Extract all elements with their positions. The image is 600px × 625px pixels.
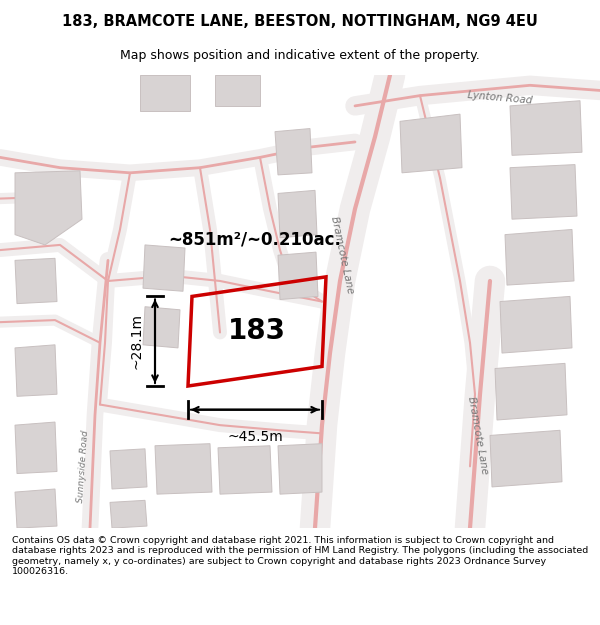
Text: ~851m²/~0.210ac.: ~851m²/~0.210ac. [169,231,341,249]
Polygon shape [15,258,57,304]
Polygon shape [278,252,318,299]
Text: Contains OS data © Crown copyright and database right 2021. This information is : Contains OS data © Crown copyright and d… [12,536,588,576]
Polygon shape [218,446,272,494]
Bar [215,75,260,106]
Polygon shape [400,114,462,173]
Text: 183: 183 [228,318,286,346]
Text: Bramcote Lane: Bramcote Lane [466,396,490,475]
Polygon shape [500,296,572,353]
Polygon shape [278,191,317,238]
Text: ~45.5m: ~45.5m [227,430,283,444]
Polygon shape [275,129,312,175]
Polygon shape [510,164,577,219]
Text: 183, BRAMCOTE LANE, BEESTON, NOTTINGHAM, NG9 4EU: 183, BRAMCOTE LANE, BEESTON, NOTTINGHAM,… [62,14,538,29]
Polygon shape [505,229,574,285]
Polygon shape [15,345,57,396]
Polygon shape [15,422,57,474]
Text: Map shows position and indicative extent of the property.: Map shows position and indicative extent… [120,49,480,62]
Text: Lynton Road: Lynton Road [467,90,533,106]
Polygon shape [143,307,180,348]
Polygon shape [495,363,567,420]
Text: ~28.1m: ~28.1m [129,313,143,369]
Polygon shape [143,245,185,291]
Text: Sunnyside Road: Sunnyside Road [76,430,90,503]
Text: Bramcote Lane: Bramcote Lane [329,216,355,295]
Polygon shape [278,444,322,494]
Bar [140,75,190,111]
Polygon shape [155,444,212,494]
Polygon shape [490,430,562,487]
Polygon shape [15,171,82,245]
Polygon shape [110,501,147,528]
Polygon shape [15,489,57,528]
Polygon shape [110,449,147,489]
Polygon shape [510,101,582,156]
